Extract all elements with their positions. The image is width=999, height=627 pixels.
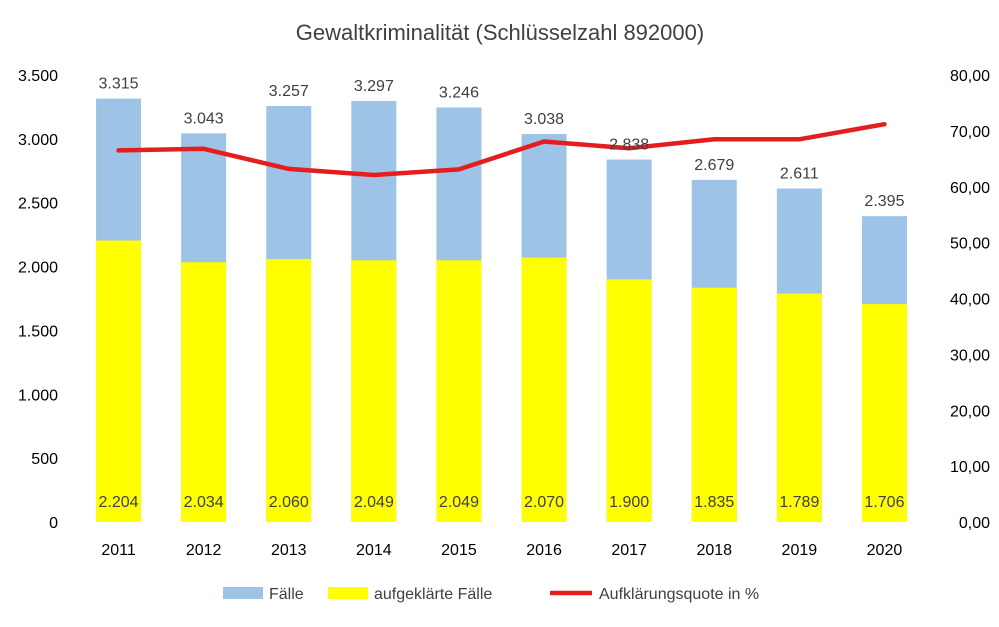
left-tick-label: 1.500 <box>18 323 58 340</box>
left-axis: 0 500 1.000 1.500 2.000 2.500 3.000 3.500 <box>18 68 58 532</box>
right-axis: 0,00 10,00 20,00 30,00 40,00 50,00 60,00 70,00 8… <box>950 68 990 532</box>
x-tick-label: 2020 <box>867 542 903 559</box>
legend-label-quote: Aufklärungsquote in % <box>599 586 759 603</box>
bar-aufgeklaerte-faelle <box>691 287 737 522</box>
data-label-aufgeklaerte: 2.204 <box>99 494 139 511</box>
legend-label-aufgeklaerte: aufgeklärte Fälle <box>374 586 492 603</box>
left-tick-label: 2.000 <box>18 260 58 277</box>
bars-group <box>96 98 907 523</box>
right-tick-label: 80,00 <box>950 68 990 85</box>
chart-title: Gewaltkriminalität (Schlüsselzahl 892000… <box>296 20 704 45</box>
bar-aufgeklaerte-faelle <box>351 260 397 522</box>
x-tick-label: 2015 <box>441 542 477 559</box>
right-tick-label: 0,00 <box>959 515 990 532</box>
x-tick-label: 2012 <box>186 542 222 559</box>
right-tick-label: 60,00 <box>950 180 990 197</box>
x-tick-label: 2013 <box>271 542 307 559</box>
bar-aufgeklaerte-faelle <box>861 304 907 522</box>
data-label-aufgeklaerte: 2.060 <box>269 494 309 511</box>
data-label-faelle: 2.679 <box>694 157 734 174</box>
x-tick-label: 2019 <box>782 542 818 559</box>
x-tick-label: 2016 <box>526 542 562 559</box>
line-aufklaerungsquote <box>116 121 887 178</box>
right-tick-label: 50,00 <box>950 236 990 253</box>
bar-aufgeklaerte-faelle <box>606 279 652 522</box>
x-tick-label: 2017 <box>611 542 647 559</box>
left-tick-label: 2.500 <box>18 196 58 213</box>
data-label-faelle: 2.838 <box>609 137 649 154</box>
data-label-faelle: 3.297 <box>354 78 394 95</box>
right-tick-label: 70,00 <box>950 124 990 141</box>
data-label-aufgeklaerte: 2.034 <box>184 494 224 511</box>
left-tick-label: 0 <box>49 515 58 532</box>
data-labels-group: 3.315 3.043 3.257 3.297 3.246 3.038 2.838 2.679… <box>99 76 905 511</box>
legend: Fälle aufgeklärte Fälle Aufklärungsquote i… <box>223 586 759 603</box>
bar-aufgeklaerte-faelle <box>266 258 312 522</box>
data-label-faelle: 3.315 <box>99 76 139 93</box>
data-label-aufgeklaerte: 1.789 <box>779 494 819 511</box>
data-label-faelle: 3.257 <box>269 83 309 100</box>
right-tick-label: 10,00 <box>950 459 990 476</box>
legend-swatch-aufgeklaerte <box>328 587 368 599</box>
data-label-faelle: 2.611 <box>780 166 819 183</box>
data-label-aufgeklaerte: 1.835 <box>694 494 734 511</box>
data-label-aufgeklaerte: 2.049 <box>354 494 394 511</box>
left-tick-label: 500 <box>31 451 58 468</box>
data-label-faelle: 3.038 <box>524 111 564 128</box>
bar-aufgeklaerte-faelle <box>776 293 822 522</box>
right-tick-label: 20,00 <box>950 403 990 420</box>
legend-swatch-faelle <box>223 587 263 599</box>
x-tick-label: 2018 <box>696 542 732 559</box>
x-axis: 2011 2012 2013 2014 2015 2016 2017 2018 2019 2020 <box>101 542 902 559</box>
data-label-faelle: 3.043 <box>184 110 224 127</box>
bar-aufgeklaerte-faelle <box>181 262 227 522</box>
left-tick-label: 1.000 <box>18 387 58 404</box>
data-label-aufgeklaerte: 1.900 <box>609 494 649 511</box>
data-label-aufgeklaerte: 2.049 <box>439 494 479 511</box>
x-tick-label: 2014 <box>356 542 392 559</box>
bar-aufgeklaerte-faelle <box>436 260 482 522</box>
data-label-faelle: 3.246 <box>439 84 479 101</box>
left-tick-label: 3.500 <box>18 68 58 85</box>
bar-aufgeklaerte-faelle <box>96 240 142 523</box>
data-label-faelle: 2.395 <box>864 193 904 210</box>
data-label-aufgeklaerte: 2.070 <box>524 494 564 511</box>
data-label-aufgeklaerte: 1.706 <box>864 494 904 511</box>
right-tick-label: 40,00 <box>950 292 990 309</box>
right-tick-label: 30,00 <box>950 347 990 364</box>
legend-label-faelle: Fälle <box>269 586 304 603</box>
left-tick-label: 3.000 <box>18 132 58 149</box>
x-tick-label: 2011 <box>101 542 136 559</box>
line-series-group <box>116 121 887 178</box>
bar-aufgeklaerte-faelle <box>521 257 567 522</box>
